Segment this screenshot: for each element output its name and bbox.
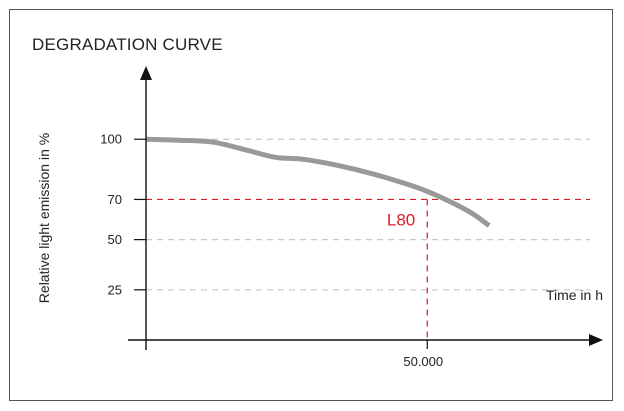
y-axis-arrow — [140, 66, 152, 80]
y-tick-label: 100 — [100, 132, 122, 147]
degradation-curve — [145, 136, 491, 228]
x-tick-label: 50.000 — [403, 354, 443, 369]
chart-title: DEGRADATION CURVE — [32, 35, 223, 54]
x-axis-arrow — [589, 334, 603, 346]
y-axis-label: Relative light emission in % — [36, 133, 52, 303]
grid-layer — [146, 138, 590, 291]
y-tick-label: 70 — [108, 192, 122, 207]
curve-layer — [145, 136, 491, 228]
axis-layer — [128, 66, 603, 350]
y-tick-label: 25 — [108, 282, 122, 297]
y-tick-label: 50 — [108, 232, 122, 247]
chart-frame — [9, 9, 613, 401]
threshold-label: L80 — [387, 210, 415, 229]
x-axis-label: Time in h — [546, 287, 603, 303]
label-layer: 100 70 50 25 L80 50.000 Time in h Relative ligh… — [36, 132, 603, 369]
threshold-layer — [146, 198, 590, 340]
